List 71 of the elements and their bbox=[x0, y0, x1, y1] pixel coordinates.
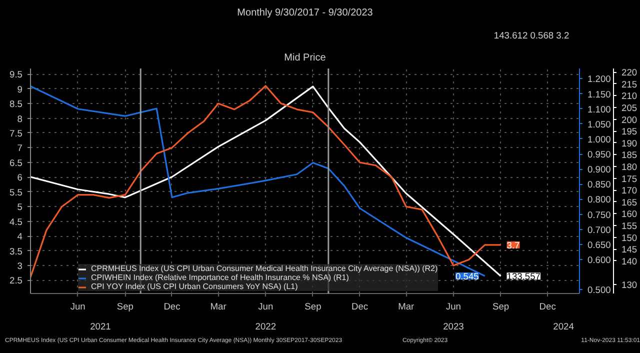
y3-tick-label: 140 bbox=[622, 256, 638, 266]
y-tick-label: 8.5 bbox=[10, 99, 22, 110]
y-tick-label: 5.5 bbox=[10, 187, 22, 198]
x-tick-label: Sep bbox=[492, 302, 510, 312]
y3-tick-label: 210 bbox=[622, 91, 638, 102]
x2-tick-label: 2022 bbox=[255, 322, 276, 332]
y2-tick-label: 0.850 bbox=[588, 180, 611, 190]
y-tick-label: 9 bbox=[17, 84, 23, 94]
y-tick-label: 7 bbox=[17, 143, 23, 154]
y2-tick-label: 0.750 bbox=[588, 210, 611, 220]
y2-tick-label: 0.900 bbox=[588, 164, 611, 175]
legend-label: CPI YOY Index (US CPI Urban Consumers YoY NSA) (L1) bbox=[91, 282, 298, 291]
y3-tick-label: 165 bbox=[622, 197, 638, 208]
y-tick-label: 5 bbox=[17, 202, 23, 212]
y-tick-label: 3.5 bbox=[10, 246, 22, 256]
y2-tick-label: 0.950 bbox=[588, 150, 611, 160]
text: 143.612 0.568 3.2 bbox=[494, 30, 570, 40]
y3-tick-label: 185 bbox=[622, 150, 638, 160]
y3-tick-label: 155 bbox=[622, 221, 638, 232]
x-tick-label: Jun bbox=[446, 302, 461, 312]
x-tick-label: Dec bbox=[352, 302, 368, 312]
x-tick-label: Mar bbox=[210, 302, 226, 312]
y3-tick-label: 145 bbox=[622, 244, 638, 255]
y2-tick-label: 0.500 bbox=[588, 285, 611, 296]
chart-subtitle: Mid Price bbox=[284, 52, 326, 64]
y-tick-label: 8 bbox=[17, 114, 23, 124]
y3-tick-label: 175 bbox=[622, 174, 638, 184]
data-label: 0.545 bbox=[455, 272, 479, 282]
legend-label: CPIWHEIN Index (Relative Importance of Health Insurance % NSA) (R1) bbox=[91, 273, 349, 282]
x-tick-label: Dec bbox=[539, 302, 556, 312]
y3-tick-label: 200 bbox=[622, 114, 638, 125]
y3-tick-label: 150 bbox=[622, 232, 638, 243]
y2-tick-label: 1.000 bbox=[588, 134, 611, 144]
x-tick-label: Dec bbox=[164, 302, 181, 312]
data-label: 133.557 bbox=[506, 272, 541, 282]
x-tick-label: Sep bbox=[304, 302, 322, 312]
y-tick-label: 3 bbox=[17, 261, 23, 272]
y3-tick-label: 215 bbox=[622, 79, 638, 90]
data-label: 3.7 bbox=[506, 240, 520, 250]
y3-tick-label: 160 bbox=[622, 209, 638, 220]
y3-tick-label: 170 bbox=[622, 186, 638, 196]
y-tick-label: 6 bbox=[17, 172, 23, 183]
y-tick-label: 4 bbox=[17, 232, 23, 242]
y2-tick-label: 1.100 bbox=[588, 104, 611, 114]
y3-tick-label: 220 bbox=[622, 68, 638, 78]
y3-tick-label: 130 bbox=[622, 280, 638, 290]
y2-tick-label: 1.200 bbox=[588, 74, 611, 84]
y2-tick-label: 0.650 bbox=[588, 240, 611, 250]
chart-title: Monthly 9/30/2017 - 9/30/2023 bbox=[237, 8, 374, 18]
y3-tick-label: 190 bbox=[622, 138, 638, 148]
y-tick-label: 7.5 bbox=[10, 128, 22, 138]
y3-tick-label: 205 bbox=[622, 102, 638, 113]
y2-tick-label: 0.800 bbox=[588, 194, 611, 205]
y2-tick-label: 1.150 bbox=[588, 89, 611, 100]
y2-tick-label: 0.600 bbox=[588, 254, 611, 265]
x2-tick-label: 2021 bbox=[90, 322, 111, 332]
legend-label: CPRMHEUS Index (US CPI Urban Consumer Medical Health Insurance City Average (NSA)) (R2) bbox=[91, 264, 438, 273]
y-tick-label: 9.5 bbox=[10, 70, 22, 80]
x2-tick-label: 2024 bbox=[553, 322, 574, 332]
y-tick-label: 6.5 bbox=[10, 158, 22, 168]
y-tick-label: 2.5 bbox=[10, 276, 22, 286]
y3-tick-label: 195 bbox=[622, 126, 638, 137]
y2-tick-label: 1.050 bbox=[588, 119, 611, 130]
x-tick-label: Sep bbox=[116, 302, 134, 312]
y3-tick-label: 180 bbox=[622, 162, 638, 172]
x2-tick-label: 2023 bbox=[443, 322, 464, 332]
y2-tick-label: 0.700 bbox=[588, 224, 611, 235]
x-tick-label: Jun bbox=[70, 302, 86, 312]
y-tick-label: 4.5 bbox=[10, 216, 22, 227]
x-tick-label: Jun bbox=[258, 302, 274, 312]
x-tick-label: Mar bbox=[398, 302, 414, 312]
